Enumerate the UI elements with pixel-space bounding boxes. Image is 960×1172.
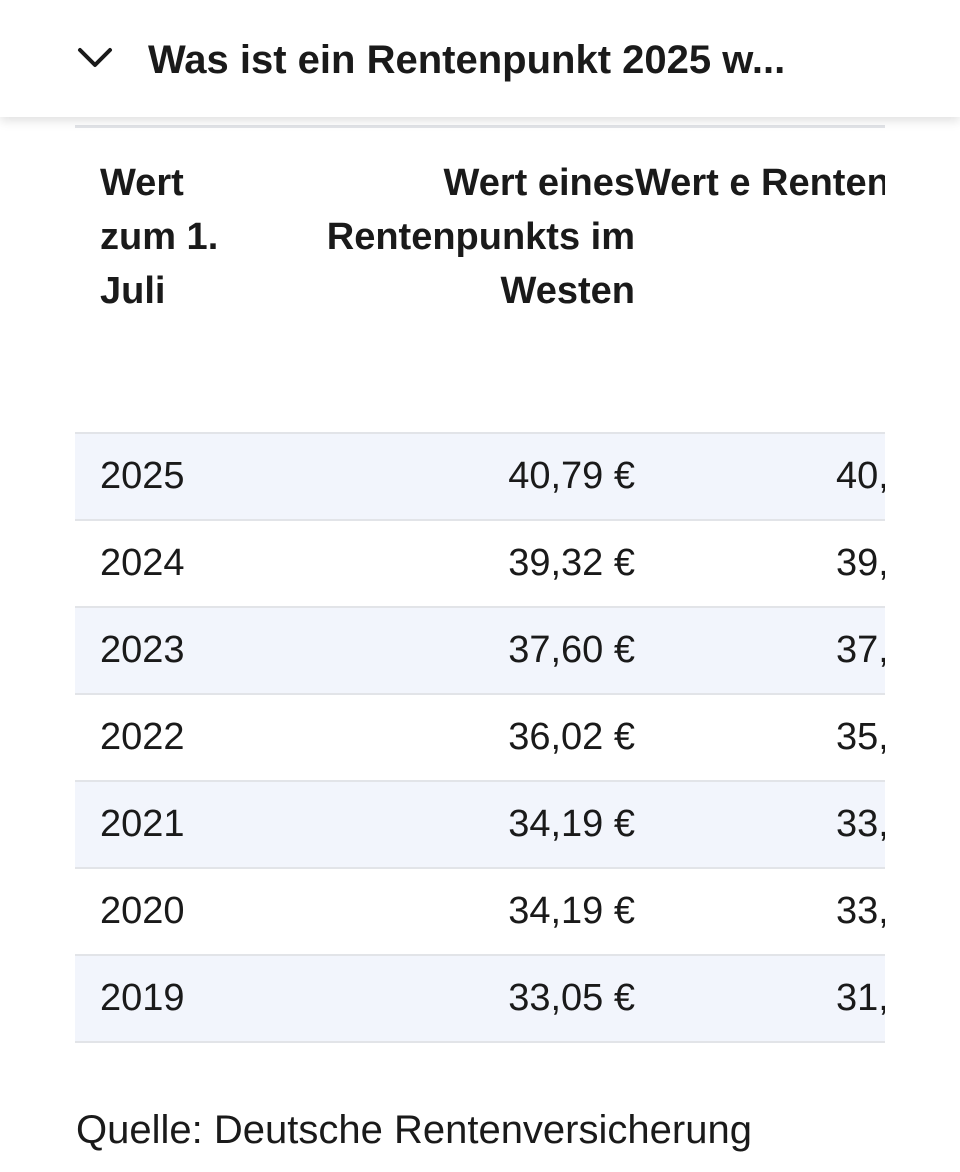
- source-note: Quelle: Deutsche Rentenversicherung: [76, 1108, 752, 1152]
- table-cell: 39,32 €: [300, 519, 635, 607]
- table-cell: 31,8: [635, 954, 885, 1043]
- table-cell: 39,3: [635, 519, 885, 607]
- column-header: Wert eines Rentenpunkts im Westen: [326, 162, 635, 312]
- table-cell: 2023: [75, 606, 300, 694]
- table-cell: 37,6: [635, 606, 885, 694]
- header-row: Wert zum 1. Juli Wert eines Rentenpunkts …: [75, 128, 885, 433]
- table-cell: 2021: [75, 780, 300, 868]
- table-cell: 2019: [75, 954, 300, 1043]
- table-cell: 2022: [75, 693, 300, 781]
- table-cell: 37,60 €: [300, 606, 635, 694]
- column-header: Wert zum 1. Juli: [100, 162, 219, 312]
- table-container: Wert zum 1. Juli Wert eines Rentenpunkts …: [75, 125, 885, 1043]
- table-cell: 35,5: [635, 693, 885, 781]
- column-header: Wert e Rentenpu im Os: [635, 162, 885, 204]
- header-title[interactable]: Was ist ein Rentenpunkt 2025 w...: [148, 38, 786, 82]
- table-cell: 34,19 €: [300, 867, 635, 955]
- pension-table: Wert zum 1. Juli Wert eines Rentenpunkts …: [75, 128, 885, 1043]
- table-cell: 40,7: [635, 432, 885, 520]
- table-cell: 2020: [75, 867, 300, 955]
- table-cell: 33,2: [635, 867, 885, 955]
- table-cell: 33,05 €: [300, 954, 635, 1043]
- header-bar[interactable]: Was ist ein Rentenpunkt 2025 w...: [0, 0, 960, 117]
- table-cell: 40,79 €: [300, 432, 635, 520]
- table-cell: 33,4: [635, 780, 885, 868]
- table-cell: 2025: [75, 432, 300, 520]
- table-cell: 34,19 €: [300, 780, 635, 868]
- table-cell: 36,02 €: [300, 693, 635, 781]
- chevron-icon[interactable]: [76, 42, 116, 74]
- table-cell: 2024: [75, 519, 300, 607]
